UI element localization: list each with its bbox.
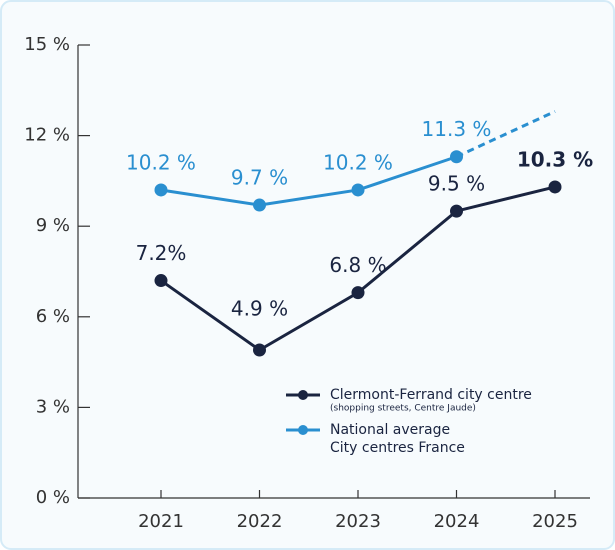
x-tick-label: 2021 — [138, 511, 184, 532]
data-point — [351, 286, 365, 300]
legend-marker — [298, 425, 308, 435]
data-point — [351, 183, 365, 197]
value-label: 11.3 % — [422, 117, 492, 141]
y-tick-label: 0 % — [36, 487, 70, 508]
legend-label: National average — [330, 422, 450, 438]
y-tick-label: 6 % — [36, 306, 70, 327]
data-point — [253, 198, 266, 212]
x-tick-label: 2023 — [335, 511, 381, 532]
legend-sublabel: (shopping streets, Centre Jaude) — [330, 404, 476, 414]
projection-line — [455, 110, 556, 159]
legend-marker — [298, 390, 308, 400]
series-line — [160, 155, 457, 207]
data-point — [253, 343, 266, 357]
x-tick-label: 2025 — [532, 511, 578, 532]
data-point — [548, 180, 562, 194]
data-point — [154, 183, 168, 197]
data-point — [450, 204, 463, 218]
value-label: 9.7 % — [231, 166, 288, 190]
value-label: 6.8 % — [329, 253, 386, 277]
value-label: 10.2 % — [323, 150, 393, 174]
y-tick-label: 12 % — [24, 125, 70, 146]
legend-label: Clermont-Ferrand city centre — [330, 387, 532, 403]
value-label: 4.9 % — [231, 297, 288, 321]
y-tick-label: 9 % — [36, 215, 70, 236]
value-label: 9.5 % — [428, 172, 485, 196]
y-tick-label: 3 % — [36, 396, 70, 417]
x-tick-label: 2024 — [434, 511, 480, 532]
value-label: 10.2 % — [126, 150, 196, 174]
y-tick-label: 15 % — [24, 34, 70, 55]
value-label: 10.3 % — [517, 147, 593, 171]
legend-sublabel: City centres France — [330, 440, 465, 456]
data-point — [450, 150, 463, 164]
x-tick-label: 2022 — [237, 511, 283, 532]
value-label: 7.2% — [136, 241, 187, 265]
data-point — [154, 274, 168, 288]
